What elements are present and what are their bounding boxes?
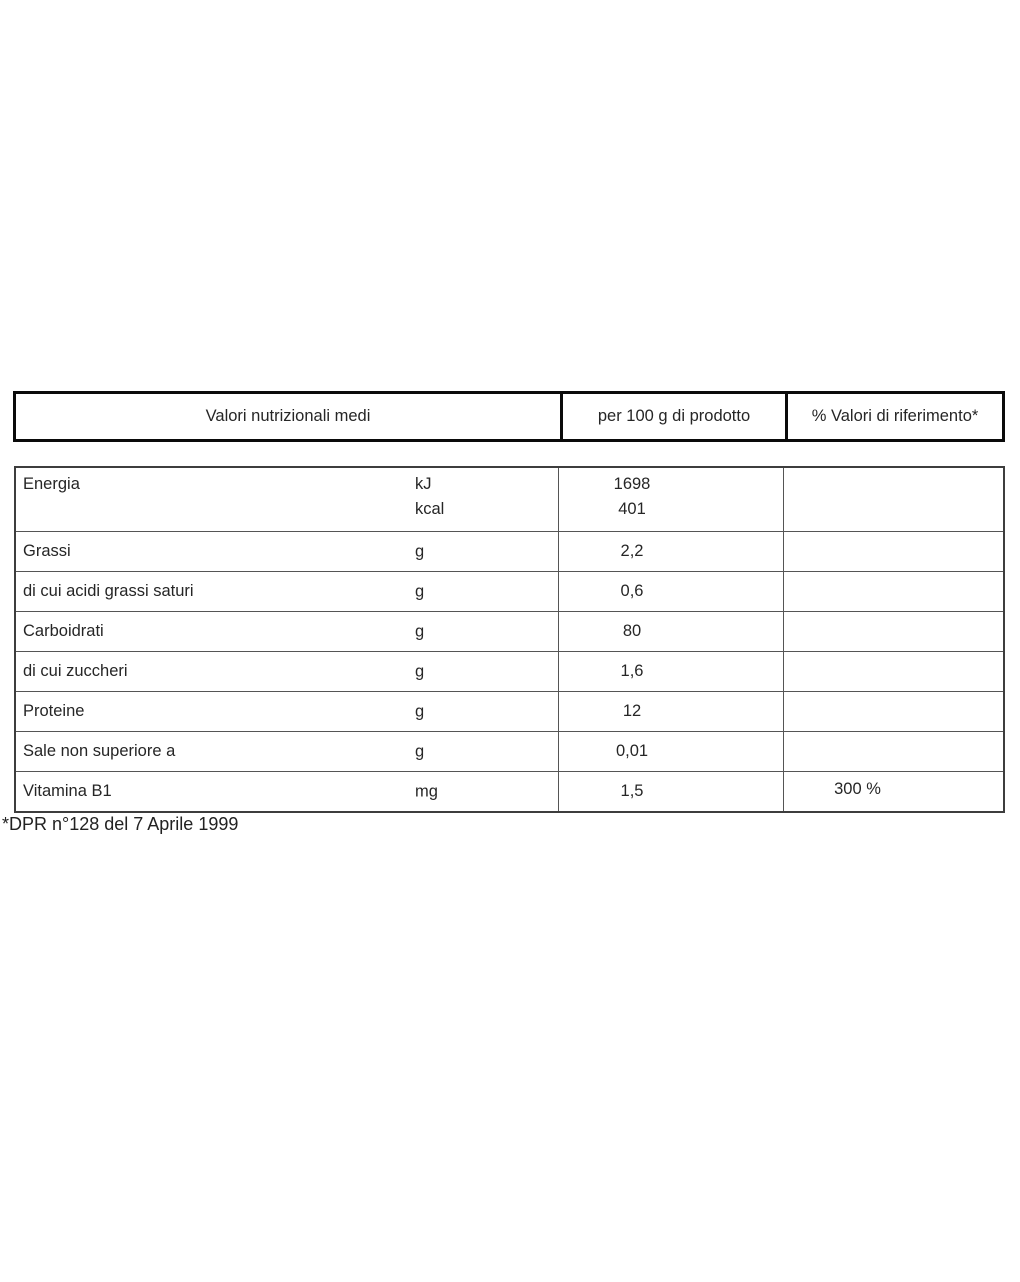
nutrient-unit: g	[415, 542, 425, 560]
row-ref	[783, 572, 1003, 611]
table-row-grassi: Grassi g 2,2	[16, 531, 1003, 571]
table-row-proteine: Proteine g 12	[16, 691, 1003, 731]
table-row-energia: Energia kJ kcal 1698 401	[16, 468, 1003, 531]
nutrient-unit: mg	[415, 782, 438, 800]
header-cell-per-100g: per 100 g di prodotto	[560, 394, 785, 439]
nutrient-name: Energia	[23, 475, 80, 493]
row-value: 0,6	[558, 572, 783, 611]
row-value: 0,01	[558, 732, 783, 771]
row-label: Carboidrati g	[16, 612, 558, 651]
nutrient-unit: g	[415, 582, 425, 600]
row-ref	[783, 652, 1003, 691]
row-value: 1698 401	[558, 468, 783, 531]
row-label: Vitamina B1 mg	[16, 772, 558, 811]
row-ref	[783, 692, 1003, 731]
nutrient-name: Grassi	[23, 542, 71, 560]
row-label: Sale non superiore a g	[16, 732, 558, 771]
nutrient-name: Vitamina B1	[23, 782, 112, 800]
header-cell-reference-values: % Valori di riferimento*	[785, 394, 1002, 439]
row-value: 1,5	[558, 772, 783, 811]
nutrient-name: Sale non superiore a	[23, 742, 176, 760]
row-label: Proteine g	[16, 692, 558, 731]
row-label: Grassi g	[16, 532, 558, 571]
table-row-carboidrati: Carboidrati g 80	[16, 611, 1003, 651]
row-value: 1,6	[558, 652, 783, 691]
row-label: di cui zuccheri g	[16, 652, 558, 691]
nutrient-unit: g	[415, 702, 425, 720]
nutrient-name: Proteine	[23, 702, 85, 720]
nutrient-unit: g	[415, 622, 425, 640]
nutrient-name: Carboidrati	[23, 622, 104, 640]
row-value: 80	[558, 612, 783, 651]
nutrition-body-table: Energia kJ kcal 1698 401 Grassi g 2,2 di…	[14, 466, 1005, 813]
nutrient-unit: g	[415, 662, 425, 680]
row-ref: 300 %	[783, 772, 1003, 811]
row-ref	[783, 468, 1003, 531]
nutrient-name: di cui zuccheri	[23, 662, 128, 680]
nutrient-unit: kJ kcal	[415, 475, 445, 518]
row-value: 12	[558, 692, 783, 731]
row-ref	[783, 532, 1003, 571]
row-ref	[783, 732, 1003, 771]
table-row-zuccheri: di cui zuccheri g 1,6	[16, 651, 1003, 691]
footnote-dpr-reference: *DPR n°128 del 7 Aprile 1999	[2, 814, 239, 834]
nutrition-header-table: Valori nutrizionali medi per 100 g di pr…	[13, 391, 1005, 442]
row-ref	[783, 612, 1003, 651]
row-value: 2,2	[558, 532, 783, 571]
table-row-grassi-saturi: di cui acidi grassi saturi g 0,6	[16, 571, 1003, 611]
nutrient-name: di cui acidi grassi saturi	[23, 582, 194, 600]
row-label: di cui acidi grassi saturi g	[16, 572, 558, 611]
nutrient-unit: g	[415, 742, 425, 760]
table-row-sale: Sale non superiore a g 0,01	[16, 731, 1003, 771]
header-cell-nutrition-values: Valori nutrizionali medi	[205, 407, 371, 425]
table-row-vitamina-b1: Vitamina B1 mg 1,5 300 %	[16, 771, 1003, 811]
row-label: Energia kJ kcal	[16, 468, 558, 531]
